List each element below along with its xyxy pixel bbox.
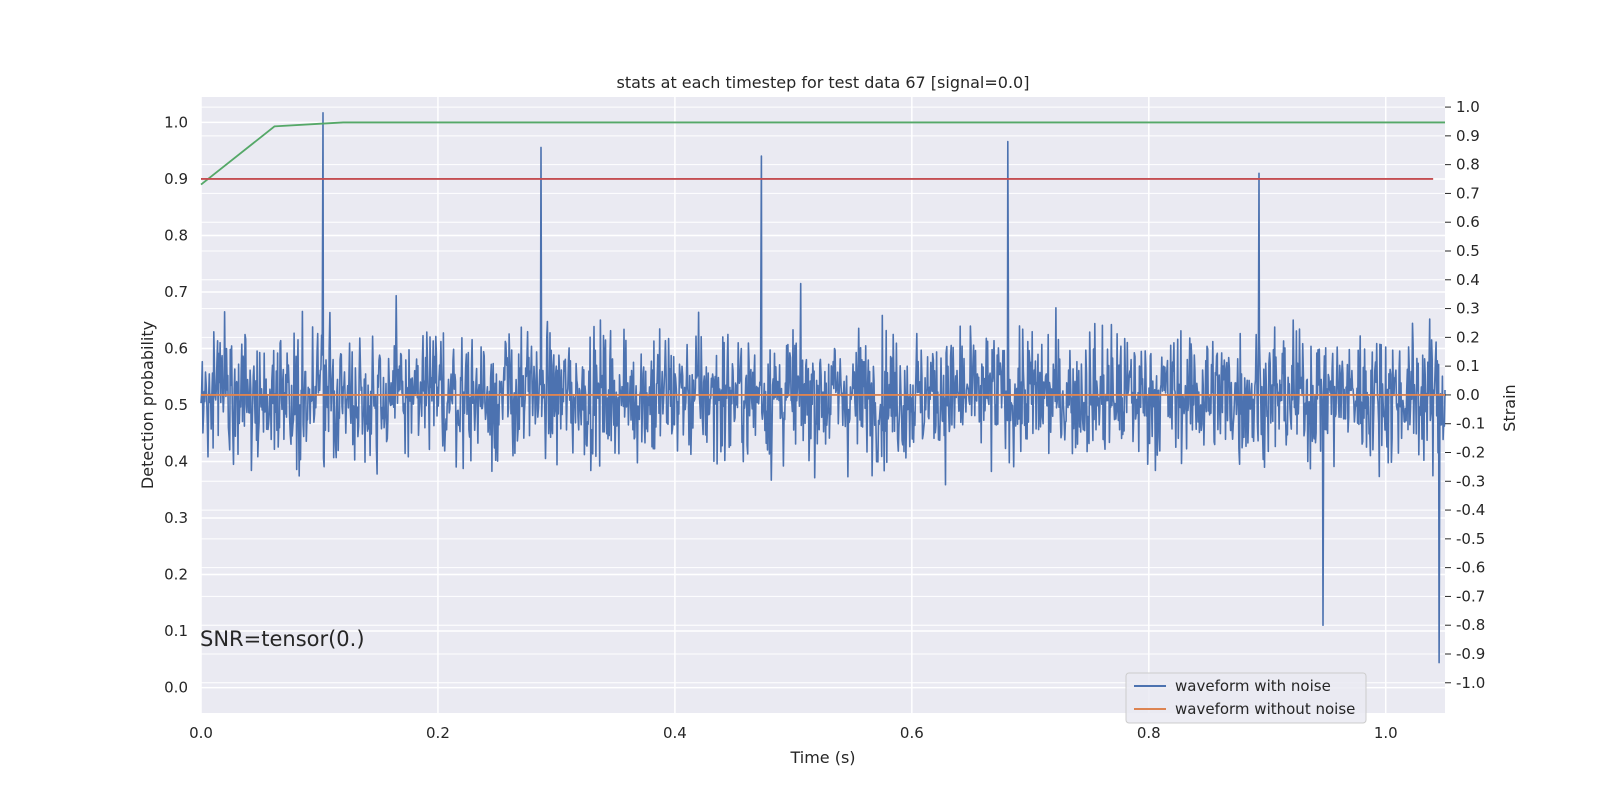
chart-title: stats at each timestep for test data 67 … (617, 73, 1030, 92)
x-tick-label: 0.4 (663, 724, 687, 742)
y-right-tick-label: 0.2 (1456, 328, 1480, 346)
left-y-axis-ticks: 0.0 0.1 0.2 0.3 0.4 0.5 0.6 0.7 0.8 0.9 1.0 (164, 113, 188, 696)
grid (200, 97, 1445, 713)
y-left-tick-label: 0.2 (164, 566, 188, 584)
y-right-tick-label: -1.0 (1456, 674, 1485, 692)
series-detection-probability (200, 121, 1445, 186)
y-right-tick-label: 0.0 (1456, 386, 1480, 404)
x-tick-label: 0.2 (426, 724, 450, 742)
x-tick-label: 0.0 (189, 724, 213, 742)
x-axis-label: Time (s) (789, 748, 855, 767)
y-right-tick-label: -0.3 (1456, 472, 1485, 490)
legend-box (1125, 672, 1367, 724)
y-left-tick-label: 0.6 (164, 339, 188, 357)
y-right-tick-label: -0.2 (1456, 443, 1485, 461)
y-right-tick-label: 0.9 (1456, 127, 1480, 145)
y-right-tick-label: -0.7 (1456, 587, 1485, 605)
y-right-tick-label: 0.8 (1456, 156, 1480, 174)
y-right-tick-label: -0.6 (1456, 559, 1485, 577)
y-right-tick-label: 0.6 (1456, 213, 1480, 231)
y-right-tick-label: 0.3 (1456, 300, 1480, 318)
x-tick-label: 1.0 (1374, 724, 1398, 742)
legend: waveform with noise waveform without noi… (1125, 672, 1367, 724)
legend-label-with-noise: waveform with noise (1175, 677, 1331, 695)
y-left-tick-label: 0.4 (164, 453, 188, 471)
y-left-tick-label: 0.5 (164, 396, 188, 414)
right-y-axis-ticks: 1.0 0.9 0.8 0.7 0.6 0.5 0.4 0.3 0.2 0.1 0.0 -0.1 -0.… (1445, 98, 1485, 692)
y-right-tick-label: 0.4 (1456, 271, 1480, 289)
y-right-tick-label: 1.0 (1456, 98, 1480, 116)
legend-label-without-noise: waveform without noise (1175, 700, 1355, 718)
y-right-tick-label: 0.5 (1456, 242, 1480, 260)
x-axis-ticks: 0.0 0.2 0.4 0.6 0.8 1.0 (189, 724, 1398, 742)
y-left-tick-label: 0.1 (164, 622, 188, 640)
y-left-tick-label: 0.3 (164, 509, 188, 527)
y-left-tick-label: 0.9 (164, 170, 188, 188)
x-tick-label: 0.6 (900, 724, 924, 742)
y-right-tick-label: -0.4 (1456, 501, 1485, 519)
snr-annotation: SNR=tensor(0.) (200, 627, 365, 651)
y-right-tick-label: -0.5 (1456, 530, 1485, 548)
y-right-tick-label: -0.8 (1456, 616, 1485, 634)
y-left-tick-label: 0.8 (164, 226, 188, 244)
y-right-tick-label: 0.7 (1456, 184, 1480, 202)
y-left-tick-label: 0.0 (164, 679, 188, 697)
x-tick-label: 0.8 (1137, 724, 1161, 742)
y-right-tick-label: 0.1 (1456, 357, 1480, 375)
series-waveform-with-noise (200, 112, 1446, 664)
series-layer (200, 112, 1446, 664)
left-y-axis-label: Detection probability (138, 321, 157, 489)
right-y-axis-label: Strain (1500, 384, 1519, 431)
y-left-tick-label: 0.7 (164, 283, 188, 301)
y-right-tick-label: -0.1 (1456, 415, 1485, 433)
y-right-tick-label: -0.9 (1456, 645, 1485, 663)
y-left-tick-label: 1.0 (164, 113, 188, 131)
